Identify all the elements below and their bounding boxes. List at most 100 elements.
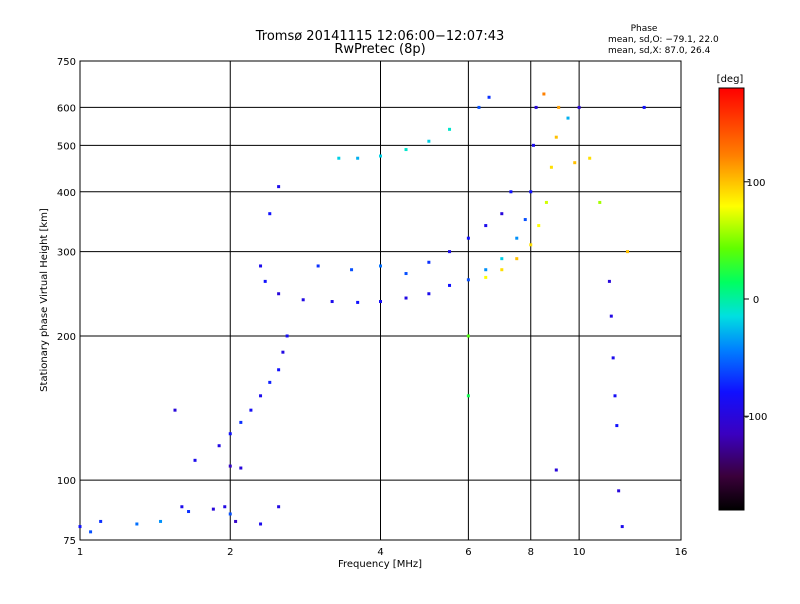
- data-point: [611, 356, 615, 360]
- data-point: [531, 143, 535, 147]
- data-point: [607, 279, 611, 283]
- data-point: [554, 135, 558, 139]
- data-point: [356, 300, 360, 304]
- data-point: [537, 224, 541, 228]
- x-tick-label: 4: [377, 547, 383, 558]
- colorbar-tick-label: 100: [746, 178, 765, 189]
- data-point: [316, 264, 320, 268]
- data-point: [609, 314, 613, 318]
- data-point: [379, 154, 382, 158]
- chart-subtitle: RwPretec (8p): [334, 42, 425, 57]
- y-tick-label: 750: [57, 57, 76, 68]
- data-point: [509, 190, 513, 194]
- data-point: [577, 105, 581, 109]
- colorbar-ticks: 100 0 -100: [744, 178, 767, 423]
- data-point: [566, 116, 570, 120]
- data-point: [534, 105, 538, 109]
- data-point: [404, 148, 408, 152]
- x-tick-label: 2: [227, 547, 233, 558]
- data-point: [625, 250, 629, 254]
- data-point: [379, 300, 382, 304]
- data-point: [529, 243, 533, 247]
- colorbar: [718, 87, 745, 511]
- data-point: [487, 95, 491, 99]
- x-axis-ticks: 1 2 4 6 8 10 16: [77, 547, 688, 558]
- data-points: [78, 92, 646, 534]
- data-point: [135, 522, 139, 526]
- data-point: [285, 334, 289, 338]
- data-point: [234, 519, 238, 523]
- data-point: [211, 507, 215, 511]
- data-point: [281, 350, 285, 354]
- data-point: [617, 489, 621, 493]
- data-point: [217, 444, 221, 448]
- data-point: [500, 268, 504, 272]
- data-point: [466, 236, 470, 240]
- data-point: [99, 519, 103, 523]
- data-point: [573, 161, 577, 165]
- x-tick-label: 8: [528, 547, 534, 558]
- y-tick-label: 100: [57, 476, 76, 487]
- chart-title: Tromsø 20141115 12:06:00−12:07:43: [255, 29, 505, 44]
- data-point: [277, 185, 281, 189]
- data-point: [515, 257, 519, 261]
- data-point: [379, 264, 382, 268]
- data-point: [173, 408, 177, 412]
- data-point: [277, 368, 281, 372]
- y-axis-label: Stationary phase Virtual Height [km]: [39, 208, 50, 392]
- data-point: [268, 380, 272, 384]
- data-point: [554, 468, 558, 472]
- data-point: [515, 236, 519, 240]
- data-point: [615, 424, 619, 428]
- phase-legend-heading: Phase: [631, 24, 658, 34]
- data-point: [239, 420, 243, 424]
- data-point: [277, 292, 281, 296]
- data-point: [259, 394, 263, 398]
- data-point: [404, 296, 408, 300]
- y-tick-label: 400: [57, 188, 76, 199]
- data-point: [193, 458, 197, 462]
- y-tick-label: 200: [57, 332, 76, 343]
- data-point: [249, 408, 253, 412]
- data-point: [277, 505, 281, 509]
- data-point: [330, 300, 334, 304]
- phase-legend-line-x: mean, sd,X: 87.0, 26.4: [608, 46, 711, 56]
- data-point: [159, 519, 163, 523]
- data-point: [642, 105, 646, 109]
- data-point: [228, 432, 232, 436]
- data-point: [427, 260, 431, 264]
- data-point: [523, 218, 527, 222]
- data-point: [613, 394, 617, 398]
- data-point: [350, 268, 354, 272]
- data-point: [448, 283, 452, 287]
- data-point: [89, 530, 93, 534]
- y-tick-label: 75: [63, 536, 76, 547]
- data-point: [500, 257, 504, 261]
- data-point: [263, 279, 267, 283]
- data-point: [484, 268, 488, 272]
- data-point: [448, 250, 452, 254]
- data-point: [259, 522, 263, 526]
- phase-legend-line-o: mean, sd,O: −79.1, 22.0: [608, 35, 719, 45]
- data-point: [228, 464, 232, 468]
- data-point: [337, 156, 341, 160]
- data-point: [228, 512, 232, 516]
- x-tick-label: 1: [77, 547, 83, 558]
- data-point: [477, 105, 481, 109]
- data-point: [427, 292, 431, 296]
- data-point: [529, 190, 533, 194]
- x-tick-label: 10: [573, 547, 586, 558]
- y-axis-ticks: 75 100 200 300 400 500 600 750: [57, 57, 76, 547]
- y-tick-label: 500: [57, 141, 76, 152]
- data-point: [466, 334, 470, 338]
- data-point: [223, 505, 227, 509]
- data-point: [301, 298, 305, 302]
- data-point: [268, 212, 272, 216]
- data-point: [466, 394, 470, 398]
- data-point: [187, 510, 191, 514]
- data-point: [466, 278, 470, 282]
- data-point: [427, 139, 431, 143]
- y-tick-label: 600: [57, 103, 76, 114]
